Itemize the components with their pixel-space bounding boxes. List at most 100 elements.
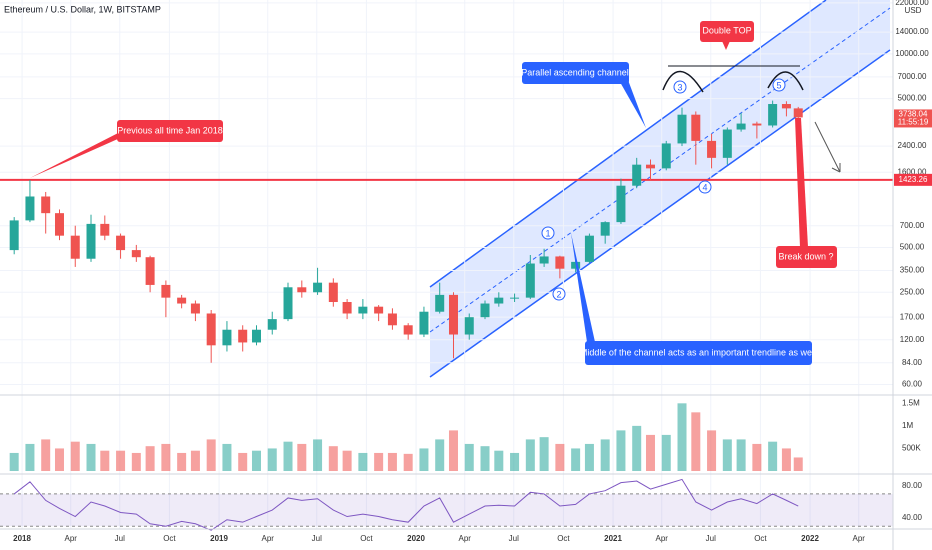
x-tick-label: Oct	[754, 534, 767, 543]
ath-box	[117, 120, 223, 142]
volume-tick-label: 1.5M	[902, 398, 920, 407]
candle-body	[691, 114, 701, 141]
candle-body	[539, 256, 549, 264]
y-tick-label: 60.00	[902, 380, 923, 389]
x-tick-label: 2019	[210, 534, 228, 543]
volume-bar	[251, 450, 261, 471]
channel-note: Parallel ascending channel	[521, 67, 629, 77]
last-price-box	[894, 109, 932, 128]
chart-title: Ethereum / U.S. Dollar, 1W, BITSTAMP	[4, 4, 161, 14]
volume-bar	[206, 439, 216, 471]
candle-body	[632, 164, 642, 186]
x-tick-label: Jul	[706, 534, 716, 543]
volume-bar	[793, 457, 803, 471]
y-tick-label: 350.00	[900, 266, 925, 275]
middle-note: Middle of the channel acts as an importa…	[580, 347, 816, 357]
candle-body	[222, 329, 232, 346]
candle-body	[25, 196, 35, 221]
volume-bar	[677, 403, 687, 471]
volume-bar	[736, 439, 746, 471]
candle-body	[722, 129, 732, 158]
volume-tick-label: 500K	[902, 444, 921, 453]
wave-circle	[772, 78, 786, 92]
candle-body	[116, 235, 126, 251]
volume-bar	[100, 450, 110, 471]
candle-body	[100, 223, 110, 236]
volume-bar	[464, 443, 474, 471]
volume-bar	[70, 441, 80, 471]
wave-label: 4	[702, 182, 707, 192]
candle-body	[387, 313, 397, 326]
break-pointer	[795, 118, 808, 247]
volume-bar	[661, 434, 671, 471]
candle-body	[781, 104, 791, 109]
y-tick-label: 22000.00	[895, 0, 929, 7]
volume-bar	[161, 443, 171, 471]
y-tick-label: 120.00	[900, 335, 925, 344]
candle-body	[328, 282, 338, 303]
candle-body	[86, 223, 96, 259]
volume-bar	[387, 452, 397, 471]
channel-fill	[430, 0, 890, 377]
y-tick-label: 250.00	[900, 287, 925, 296]
candle-body	[9, 220, 19, 251]
x-tick-label: 2022	[801, 534, 819, 543]
candle-body	[41, 196, 51, 214]
candle-body	[736, 123, 746, 130]
volume-bar	[781, 448, 791, 471]
volume-bar	[632, 425, 642, 471]
wave-circle	[673, 80, 687, 94]
candle-body	[251, 329, 261, 343]
rsi-tick-label: 80.00	[902, 481, 923, 490]
candle-body	[752, 123, 762, 126]
volume-bar	[313, 439, 323, 471]
candle-body	[435, 294, 445, 312]
break-box	[776, 246, 837, 268]
candle-body	[616, 185, 626, 223]
y-tick-label: 84.00	[902, 358, 923, 367]
ath-pointer	[30, 130, 124, 178]
candle-body	[448, 294, 458, 335]
y-tick-label: 700.00	[900, 221, 925, 230]
candle-body	[267, 319, 277, 330]
candle-body	[313, 282, 323, 293]
volume-bar	[494, 450, 504, 471]
volume-bar	[403, 453, 413, 471]
volume-bar	[238, 452, 248, 471]
volume-bar	[145, 446, 155, 471]
volume-bar	[54, 448, 64, 471]
candle-body	[494, 297, 504, 304]
volume-bar	[116, 450, 126, 471]
volume-bar	[600, 439, 610, 471]
channel-box	[522, 62, 629, 84]
volume-bar	[539, 437, 549, 471]
candle-body	[297, 287, 307, 293]
volume-bar	[283, 441, 293, 471]
x-tick-label: Apr	[458, 534, 471, 543]
volume-bar	[525, 439, 535, 471]
rsi-line	[13, 478, 799, 531]
x-tick-label: Oct	[163, 534, 176, 543]
hline-label: 1423.26	[899, 175, 928, 184]
volume-bar	[41, 439, 51, 471]
candle-body	[358, 306, 368, 314]
candle-body	[190, 303, 200, 314]
rsi-tick-label: 40.00	[902, 513, 923, 522]
double-top-note: Double TOP	[702, 25, 751, 35]
x-tick-label: Apr	[261, 534, 274, 543]
currency: USD	[905, 6, 922, 15]
candle-body	[206, 313, 216, 346]
y-tick-label: 2400.00	[898, 141, 927, 150]
countdown: 11:55:19	[898, 118, 929, 127]
volume-bar	[177, 452, 187, 471]
candle-body	[70, 235, 80, 259]
break-note: Break down ?	[778, 251, 833, 261]
wave-label: 3	[677, 82, 682, 92]
wave-circle	[541, 226, 555, 240]
top-arc	[767, 71, 804, 91]
volume-bar	[584, 443, 594, 471]
volume-tick-label: 1M	[902, 421, 913, 430]
candle-body	[645, 164, 655, 169]
volume-bar	[571, 448, 581, 471]
